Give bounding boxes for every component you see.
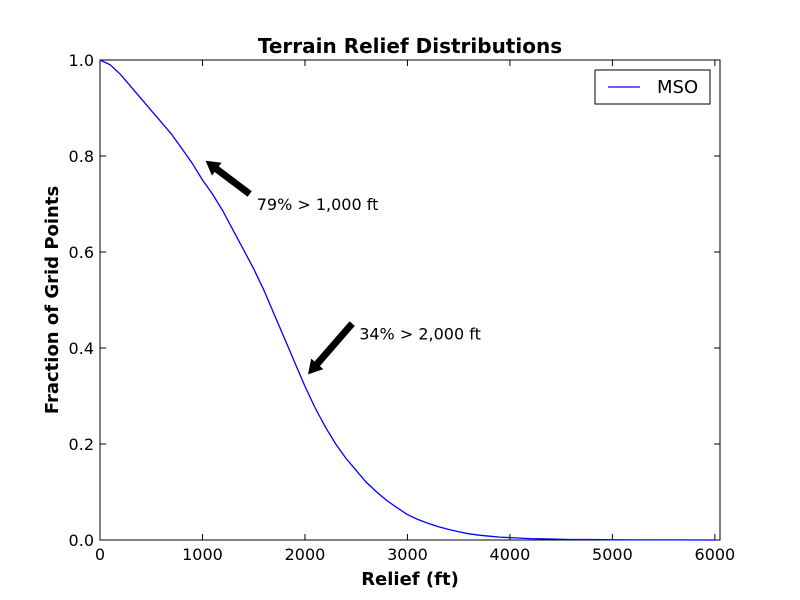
y-tick-label: 0.6 (69, 243, 94, 262)
plot-area (99, 59, 721, 541)
annotations: 79% > 1,000 ft 34% > 2,000 ft (205, 160, 481, 375)
y-tick-label: 0.4 (69, 339, 94, 358)
y-tick-label: 0.8 (69, 147, 94, 166)
y-tick-label: 0.0 (69, 531, 94, 550)
x-axis-title: Relief (ft) (361, 569, 459, 590)
annotation-label-1: 79% > 1,000 ft (257, 195, 379, 214)
x-tick-label: 2000 (285, 545, 326, 564)
x-tick-label: 1000 (182, 545, 223, 564)
legend-label-mso: MSO (657, 77, 698, 98)
legend: MSO (594, 69, 711, 105)
x-tick-label: 5000 (592, 545, 633, 564)
x-tick-label: 3000 (387, 545, 428, 564)
chart-title: Terrain Relief Distributions (258, 34, 562, 58)
y-axis-title: Fraction of Grid Points (42, 186, 63, 414)
annotation-label-2: 34% > 2,000 ft (359, 325, 481, 344)
annotation-arrow-1 (205, 160, 252, 197)
axis-ticks: 0 1000 2000 3000 4000 5000 6000 0.0 0.2 0.4 0.6 0.8… (69, 51, 736, 564)
series-line-mso (99, 59, 715, 541)
x-tick-label: 0 (95, 545, 105, 564)
series-layer (99, 59, 715, 541)
x-tick-label: 4000 (490, 545, 531, 564)
x-tick-label: 6000 (695, 545, 736, 564)
y-tick-label: 0.2 (69, 435, 94, 454)
annotation-arrow-2 (308, 321, 355, 375)
y-tick-label: 1.0 (69, 51, 94, 70)
